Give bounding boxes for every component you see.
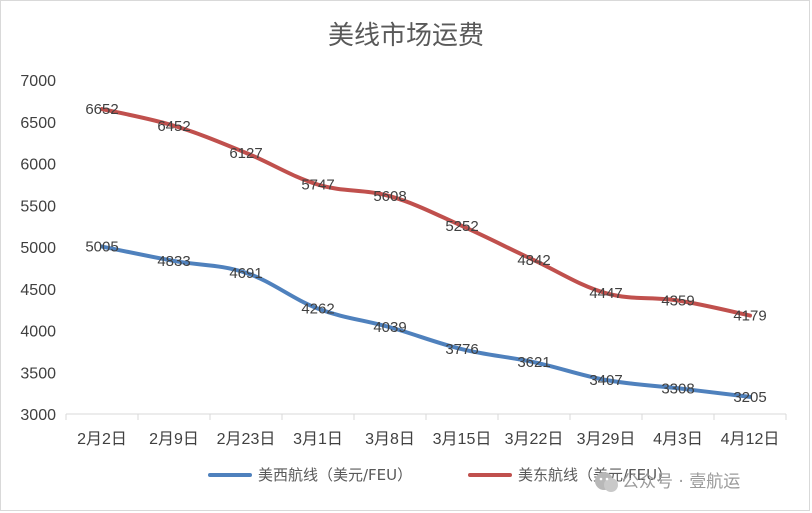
data-label: 3407 xyxy=(589,372,622,389)
legend-label: 美东航线（美元/FEU） xyxy=(518,466,672,484)
y-tick-label: 6500 xyxy=(20,115,56,132)
data-label: 4447 xyxy=(589,285,622,302)
x-tick-label: 2月2日 xyxy=(77,431,127,448)
data-label: 5252 xyxy=(445,218,478,235)
data-label: 4039 xyxy=(373,319,406,336)
y-tick-label: 3500 xyxy=(20,365,56,382)
y-tick-label: 4500 xyxy=(20,282,56,299)
x-tick-label: 2月23日 xyxy=(217,431,276,448)
data-label: 3776 xyxy=(445,341,478,358)
data-label: 3621 xyxy=(517,354,550,371)
data-label: 3308 xyxy=(661,380,694,397)
x-tick-label: 3月29日 xyxy=(577,431,636,448)
y-tick-label: 7000 xyxy=(20,73,56,90)
watermark-text: 公众号 · 壹航运 xyxy=(622,472,740,492)
data-label: 6652 xyxy=(85,101,118,118)
y-tick-label: 6000 xyxy=(20,157,56,174)
series-layer xyxy=(100,107,752,399)
data-label: 4179 xyxy=(733,308,766,325)
data-label: 6127 xyxy=(229,145,262,162)
y-axis: 3000 3500 4000 4500 5000 5500 6000 6500 7000 xyxy=(20,73,56,424)
x-tick-label: 3月22日 xyxy=(505,431,564,448)
legend: 美西航线（美元/FEU） 美东航线（美元/FEU） xyxy=(208,466,672,484)
y-tick-label: 3000 xyxy=(20,407,56,424)
data-label: 4842 xyxy=(517,252,550,269)
x-tick-label: 4月12日 xyxy=(721,431,780,448)
data-label: 4262 xyxy=(301,301,334,318)
y-tick-label: 5500 xyxy=(20,198,56,215)
chart-title: 美线市场运费 xyxy=(328,21,484,51)
x-tick-label: 3月15日 xyxy=(433,431,492,448)
legend-label: 美西航线（美元/FEU） xyxy=(258,466,412,484)
data-label: 5747 xyxy=(301,177,334,194)
data-label: 5005 xyxy=(85,239,118,256)
wechat-icon xyxy=(595,472,618,492)
data-labels: 5005 4833 4691 4262 4039 3776 3621 3407 3308 3205… xyxy=(85,101,766,406)
data-label: 5608 xyxy=(373,188,406,205)
data-label: 6452 xyxy=(157,118,190,135)
x-axis: 2月2日 2月9日 2月23日 3月1日 3月8日 3月15日 3月22日 3月29日 4月3日… xyxy=(65,413,787,448)
x-tick-label: 2月9日 xyxy=(149,431,199,448)
data-label: 4691 xyxy=(229,265,262,282)
data-label: 3205 xyxy=(733,389,766,406)
series-line-east xyxy=(100,107,752,318)
x-tick-label: 3月8日 xyxy=(365,431,415,448)
series-line-west xyxy=(100,244,752,399)
watermark: 公众号 · 壹航运 xyxy=(595,472,740,492)
y-tick-label: 4000 xyxy=(20,324,56,341)
x-tick-label: 4月3日 xyxy=(653,431,703,448)
y-tick-label: 5000 xyxy=(20,240,56,257)
x-tick-label: 3月1日 xyxy=(293,431,343,448)
data-label: 4833 xyxy=(157,253,190,270)
data-label: 4359 xyxy=(661,293,694,310)
